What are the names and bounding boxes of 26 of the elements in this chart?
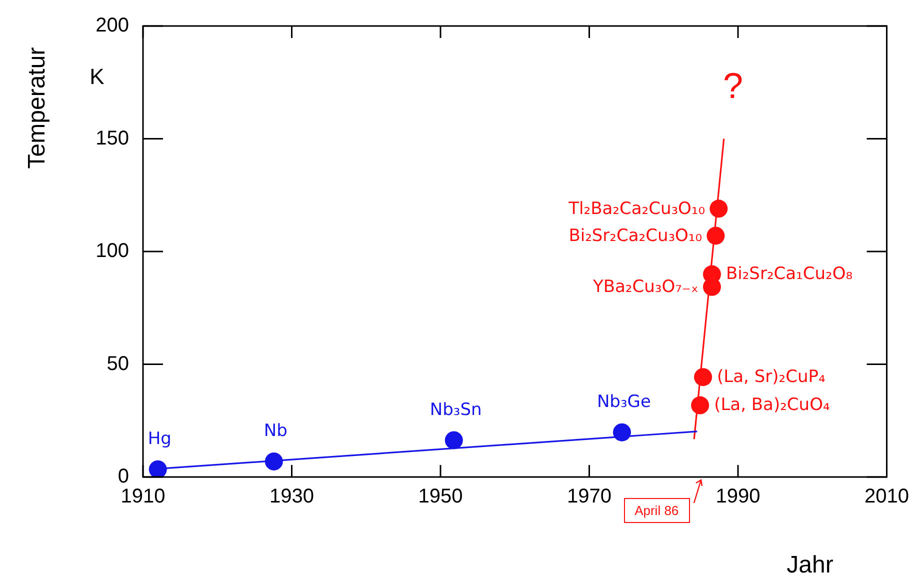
y-tick-label: 50 xyxy=(106,352,129,375)
annotation: Nb xyxy=(264,421,288,442)
x-tick-label: 2010 xyxy=(864,486,910,508)
annotation: Hg xyxy=(148,429,172,450)
text: April 86 xyxy=(624,498,690,523)
annotation: Tl₂Ba₂Ca₂Cu₃O₁₀ xyxy=(568,198,706,219)
annotation: ? xyxy=(722,64,744,106)
y-tick-label: 200 xyxy=(96,14,129,37)
x-tick-label: 1950 xyxy=(418,486,463,508)
annotation: (La, Ba)₂CuO₄ xyxy=(714,395,830,416)
x-axis-title: Jahr xyxy=(786,552,834,579)
y-tick-label: 0 xyxy=(118,466,129,488)
annotation: Bi₂Sr₂Ca₁Cu₂O₈ xyxy=(726,264,853,284)
annotation: Nb₃Ge xyxy=(596,392,651,412)
x-tick-label: 1970 xyxy=(567,486,612,508)
y-tick-label: 100 xyxy=(96,240,129,262)
y-axis-title: Temperatur xyxy=(24,47,51,169)
annotation: Nb₃Sn xyxy=(430,400,482,420)
text: K xyxy=(90,64,105,90)
annotation: (La, Sr)₂CuP₄ xyxy=(717,367,826,388)
y-tick-label: 150 xyxy=(96,127,129,150)
x-tick-label: 1930 xyxy=(270,486,314,508)
annotation: YBa₂Cu₃O₇₋ₓ xyxy=(592,276,698,297)
x-tick-label: 1910 xyxy=(120,486,166,508)
x-tick-label: 1990 xyxy=(716,486,760,508)
annotation: Bi₂Sr₂Ca₂Cu₃O₁₀ xyxy=(568,226,702,246)
